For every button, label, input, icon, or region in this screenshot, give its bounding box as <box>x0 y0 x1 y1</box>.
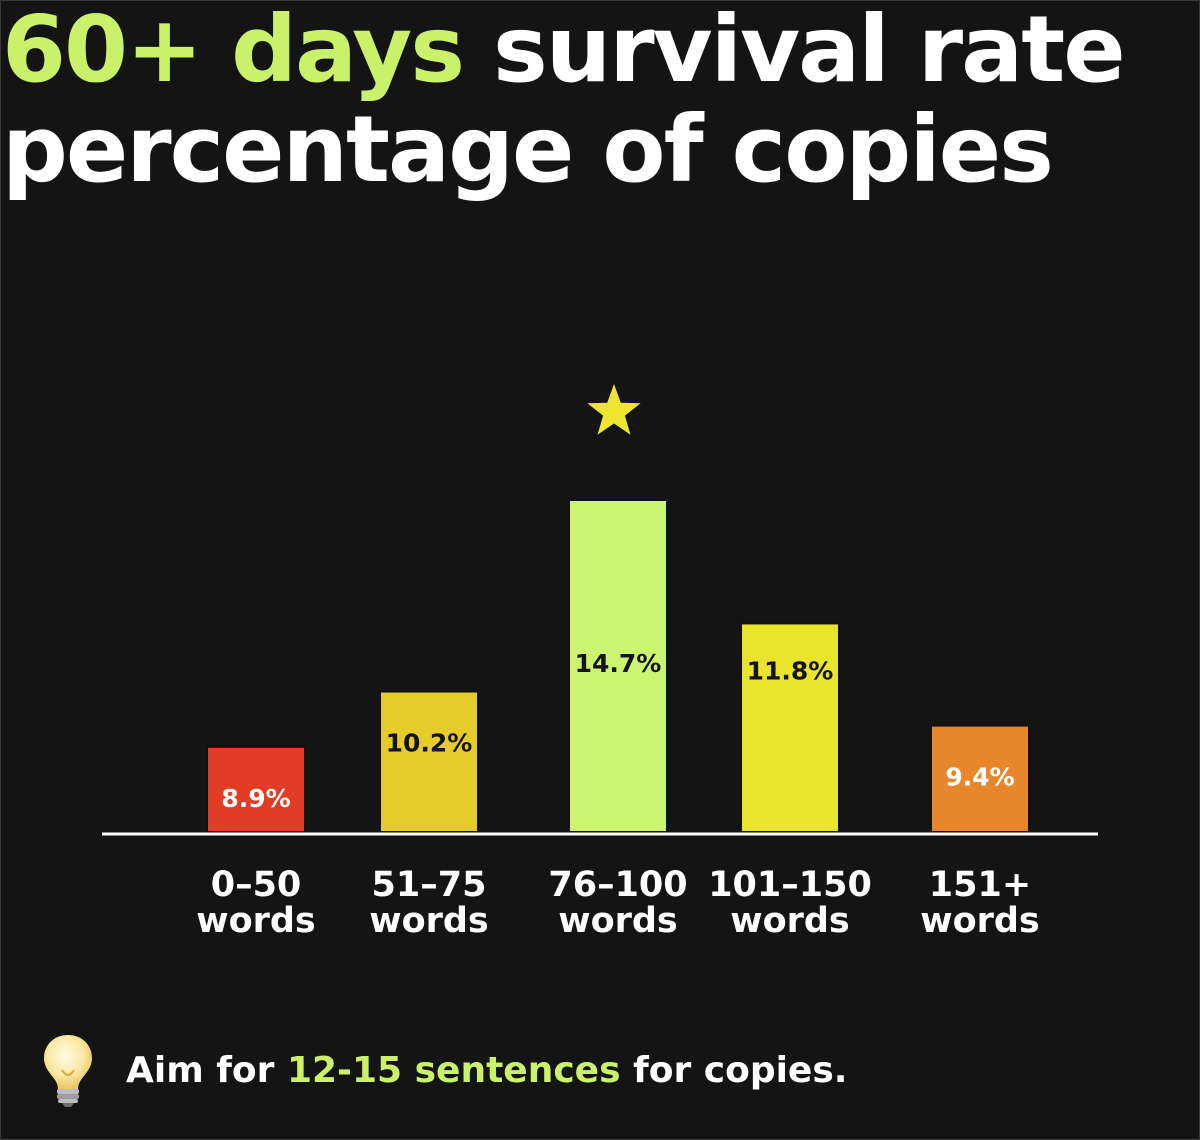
chart-title: 60+ days survival rate percentage of cop… <box>2 0 1126 203</box>
tip-prefix: Aim for <box>126 1049 287 1091</box>
bar-1 <box>379 690 479 833</box>
tip-suffix: for copies. <box>620 1049 848 1091</box>
title-line-2: percentage of copies <box>2 96 1054 203</box>
tip-text: Aim for 12-15 sentences for copies. <box>126 1050 847 1091</box>
category-label-1-0: 51–75 <box>372 865 487 905</box>
bar-3 <box>740 622 840 834</box>
category-label-1-1: words <box>369 901 489 941</box>
title-line-1: 60+ days survival rate <box>2 0 1126 103</box>
star-icon <box>587 384 641 435</box>
bar-value-label-3: 11.8% <box>747 656 834 685</box>
bar-value-label-4: 9.4% <box>945 763 1014 792</box>
category-label-3-0: 101–150 <box>708 865 872 905</box>
bar-4 <box>930 724 1030 833</box>
category-label-4-0: 151+ <box>929 865 1031 905</box>
tip-highlight: 12-15 sentences <box>286 1049 621 1091</box>
category-label-0-1: words <box>196 901 316 941</box>
lightbulb-icon <box>44 1035 92 1107</box>
tip-row: Aim for 12-15 sentences for copies. <box>40 1030 847 1110</box>
bar-value-label-0: 8.9% <box>221 784 290 813</box>
title-rest: survival rate <box>462 0 1126 103</box>
category-label-0-0: 0–50 <box>211 865 302 905</box>
category-label-2-0: 76–100 <box>548 865 687 905</box>
title-highlight: 60+ days <box>2 0 465 103</box>
category-label-3-1: words <box>730 901 850 941</box>
category-label-4-1: words <box>920 901 1040 941</box>
category-label-2-1: words <box>558 901 678 941</box>
bar-2 <box>568 499 668 833</box>
bar-value-label-2: 14.7% <box>575 649 662 678</box>
bar-0 <box>206 745 306 833</box>
bar-value-label-1: 10.2% <box>386 729 473 758</box>
